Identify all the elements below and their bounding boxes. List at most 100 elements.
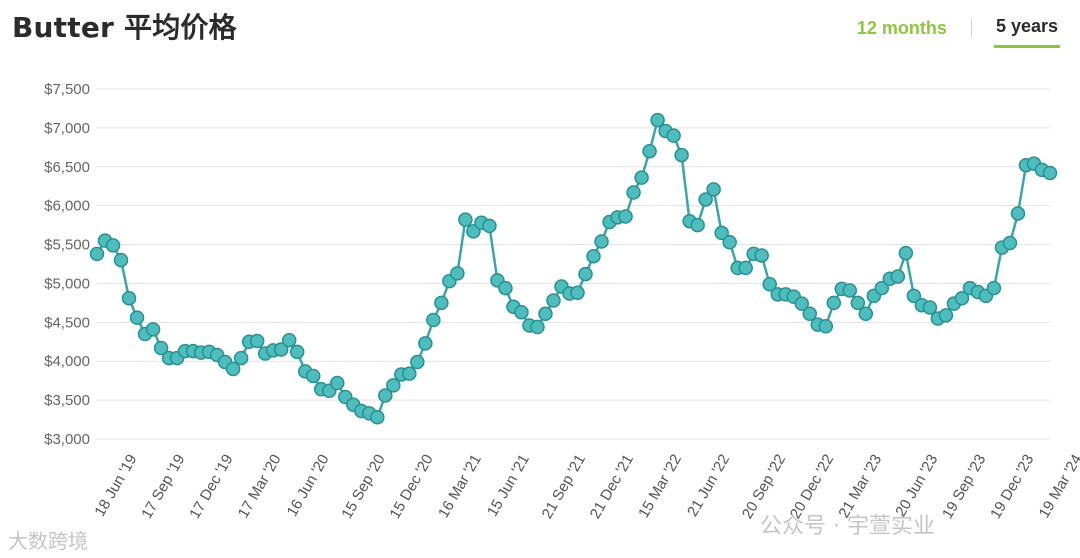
- price-series-markers: [89, 112, 1058, 425]
- data-point[interactable]: [938, 308, 954, 323]
- data-point[interactable]: [129, 310, 145, 325]
- x-tick-label: 15 Mar '22: [635, 452, 685, 521]
- chart-title: Butter 平均价格: [12, 11, 237, 44]
- data-point[interactable]: [458, 212, 473, 227]
- data-point[interactable]: [850, 295, 866, 311]
- watermark-left: 大数跨境: [8, 529, 88, 553]
- data-point[interactable]: [273, 342, 289, 357]
- data-point[interactable]: [650, 112, 665, 128]
- data-point[interactable]: [305, 368, 321, 384]
- data-point[interactable]: [402, 366, 417, 381]
- data-point[interactable]: [762, 276, 777, 292]
- data-point[interactable]: [698, 192, 713, 207]
- data-point[interactable]: [594, 234, 609, 249]
- data-point[interactable]: [418, 336, 433, 351]
- data-point[interactable]: [1002, 235, 1018, 251]
- period-tabs: 12 months 5 years: [855, 16, 1060, 48]
- data-point[interactable]: [674, 147, 689, 163]
- x-tick-label: 21 Dec '21: [587, 452, 637, 522]
- data-point[interactable]: [281, 332, 297, 348]
- data-point[interactable]: [105, 238, 121, 253]
- data-point[interactable]: [378, 388, 393, 403]
- data-point[interactable]: [626, 185, 641, 200]
- y-axis-labels: $3,000 $3,500 $4,000 $4,500 $5,000 $5,500 $6,0…: [44, 81, 90, 448]
- data-point[interactable]: [113, 252, 129, 268]
- x-tick-label: 15 Dec '20: [386, 452, 436, 522]
- data-point[interactable]: [690, 217, 705, 233]
- data-point[interactable]: [89, 246, 105, 262]
- data-point[interactable]: [642, 143, 657, 159]
- data-point[interactable]: [370, 409, 385, 425]
- y-tick-label: $3,500: [44, 392, 90, 409]
- x-tick-label: 19 Dec '23: [987, 452, 1037, 522]
- data-point[interactable]: [233, 350, 249, 366]
- data-point[interactable]: [794, 296, 809, 311]
- y-tick-label: $4,500: [44, 314, 90, 331]
- y-tick-label: $4,000: [44, 353, 90, 370]
- data-point[interactable]: [706, 182, 721, 197]
- data-point[interactable]: [121, 290, 137, 306]
- y-tick-label: $5,000: [44, 275, 90, 292]
- data-point[interactable]: [874, 280, 890, 296]
- data-point[interactable]: [858, 306, 874, 322]
- data-point[interactable]: [714, 225, 729, 241]
- data-point[interactable]: [153, 340, 169, 356]
- data-point[interactable]: [802, 306, 817, 322]
- x-tick-label: 16 Jun '20: [284, 452, 333, 520]
- x-tick-label: 15 Jun '21: [484, 452, 533, 520]
- data-point[interactable]: [954, 290, 970, 306]
- data-point[interactable]: [410, 354, 425, 370]
- data-point[interactable]: [922, 300, 938, 315]
- data-point[interactable]: [570, 285, 585, 301]
- data-point[interactable]: [890, 269, 906, 284]
- y-tick-label: $7,500: [44, 81, 90, 98]
- data-point[interactable]: [754, 248, 769, 263]
- price-series-line: [95, 117, 1051, 419]
- tab-12-months[interactable]: 12 months: [856, 17, 947, 38]
- data-point[interactable]: [722, 234, 737, 250]
- data-point[interactable]: [906, 288, 922, 304]
- data-point[interactable]: [330, 375, 345, 391]
- y-tick-label: $5,500: [44, 237, 90, 254]
- data-point[interactable]: [578, 266, 593, 282]
- tab-divider: [970, 19, 972, 37]
- data-point[interactable]: [145, 322, 161, 337]
- data-point[interactable]: [666, 128, 681, 143]
- data-point[interactable]: [498, 280, 513, 296]
- y-tick-label: $7,000: [44, 120, 90, 137]
- watermark-right: 公众号 · 宇萱实业: [760, 514, 935, 539]
- data-point[interactable]: [482, 218, 497, 234]
- data-point[interactable]: [586, 248, 601, 264]
- data-point[interactable]: [1010, 206, 1026, 221]
- data-point[interactable]: [530, 319, 545, 335]
- x-tick-label: 21 Jun '22: [684, 452, 733, 520]
- data-point[interactable]: [225, 361, 241, 377]
- y-tick-label: $3,000: [44, 431, 90, 448]
- data-point[interactable]: [426, 312, 441, 328]
- data-point[interactable]: [818, 318, 834, 334]
- chart-gridlines: [96, 88, 1050, 440]
- data-point[interactable]: [249, 333, 265, 349]
- data-point[interactable]: [1042, 165, 1058, 181]
- data-point[interactable]: [434, 295, 449, 311]
- data-point[interactable]: [826, 295, 842, 311]
- data-point[interactable]: [514, 304, 529, 320]
- x-tick-label: 15 Sep '20: [338, 452, 388, 522]
- data-point[interactable]: [738, 260, 753, 276]
- x-tick-label: 17 Sep '19: [138, 452, 188, 522]
- data-point[interactable]: [386, 378, 401, 393]
- x-tick-label: 16 Mar '21: [435, 451, 485, 520]
- y-tick-label: $6,000: [44, 198, 90, 215]
- data-point[interactable]: [842, 283, 858, 298]
- data-point[interactable]: [986, 280, 1002, 296]
- data-point[interactable]: [546, 293, 561, 308]
- tab-5-years[interactable]: 5 years: [993, 16, 1060, 48]
- data-point[interactable]: [618, 209, 633, 224]
- data-point[interactable]: [898, 245, 914, 261]
- data-point[interactable]: [634, 170, 649, 185]
- data-point[interactable]: [289, 344, 305, 360]
- x-tick-label: 17 Mar '20: [235, 452, 285, 521]
- data-point[interactable]: [450, 266, 465, 281]
- data-point[interactable]: [538, 306, 553, 322]
